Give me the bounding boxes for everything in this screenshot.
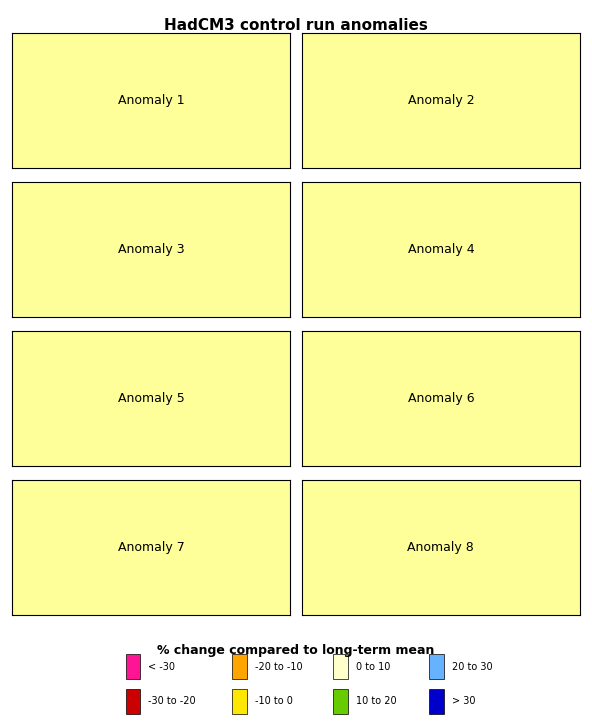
FancyBboxPatch shape [333, 689, 348, 714]
FancyBboxPatch shape [126, 689, 140, 714]
FancyBboxPatch shape [232, 654, 247, 679]
Text: Anomaly 7: Anomaly 7 [118, 541, 185, 554]
Text: Anomaly 3: Anomaly 3 [118, 243, 185, 256]
Text: > 30: > 30 [452, 696, 475, 707]
Text: Anomaly 8: Anomaly 8 [407, 541, 474, 554]
FancyBboxPatch shape [333, 654, 348, 679]
Text: Anomaly 5: Anomaly 5 [118, 392, 185, 405]
Text: Anomaly 6: Anomaly 6 [407, 392, 474, 405]
Text: 0 to 10: 0 to 10 [356, 662, 391, 672]
FancyBboxPatch shape [126, 654, 140, 679]
Text: Anomaly 2: Anomaly 2 [407, 94, 474, 107]
FancyBboxPatch shape [429, 654, 444, 679]
Text: -20 to -10: -20 to -10 [255, 662, 303, 672]
Text: 20 to 30: 20 to 30 [452, 662, 493, 672]
Text: -10 to 0: -10 to 0 [255, 696, 293, 707]
Text: -30 to -20: -30 to -20 [149, 696, 196, 707]
FancyBboxPatch shape [429, 689, 444, 714]
Text: HadCM3 control run anomalies: HadCM3 control run anomalies [164, 18, 428, 33]
FancyBboxPatch shape [232, 689, 247, 714]
Text: % change compared to long-term mean: % change compared to long-term mean [157, 644, 435, 657]
Text: 10 to 20: 10 to 20 [356, 696, 397, 707]
Text: Anomaly 1: Anomaly 1 [118, 94, 185, 107]
Text: < -30: < -30 [149, 662, 175, 672]
Text: Anomaly 4: Anomaly 4 [407, 243, 474, 256]
